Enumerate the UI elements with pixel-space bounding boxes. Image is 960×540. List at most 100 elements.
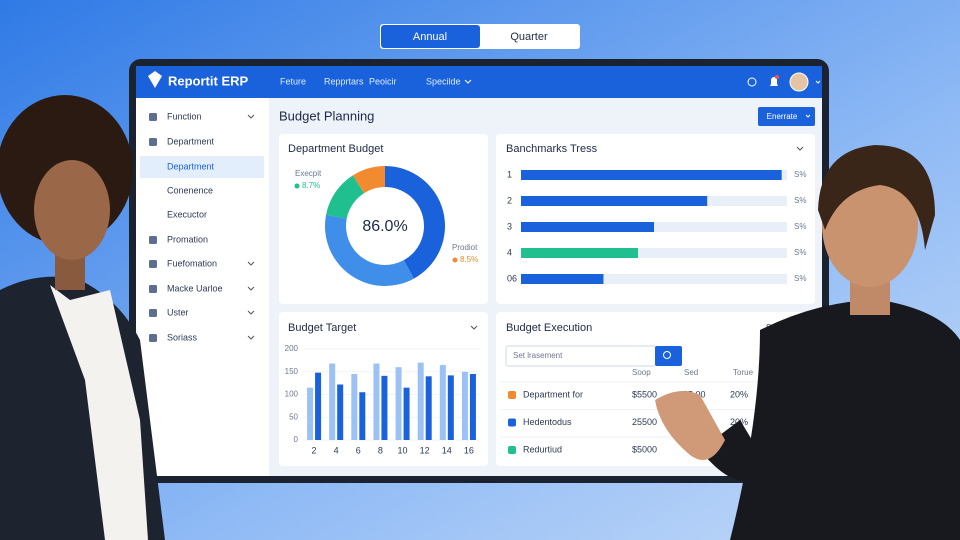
- bell-icon[interactable]: [770, 77, 778, 86]
- card-title: Budget Target: [288, 322, 356, 334]
- y-tick-label: 50: [289, 412, 298, 421]
- bar: [337, 384, 344, 440]
- bar: [403, 387, 410, 440]
- menu-icon: [149, 236, 157, 244]
- row-label: 4: [507, 247, 512, 257]
- bar: [315, 372, 322, 440]
- bar: [307, 387, 314, 440]
- bar: [447, 375, 454, 440]
- x-tick-label: 12: [420, 445, 430, 455]
- bar-track: [521, 248, 787, 258]
- person-left: [0, 95, 165, 540]
- x-tick-label: 10: [398, 445, 408, 455]
- legend-dot: [294, 183, 300, 189]
- menu-item[interactable]: Conenence: [167, 185, 213, 195]
- card-title: Department Budget: [288, 143, 383, 155]
- menu-icon: [149, 113, 157, 121]
- x-tick-label: 8: [378, 445, 383, 455]
- cell: $5000: [632, 444, 657, 454]
- cell: Hedentodus: [523, 417, 572, 427]
- x-tick-label: 4: [334, 445, 339, 455]
- legend-dot: [452, 257, 458, 263]
- cell: Redurtiud: [523, 444, 562, 454]
- bar: [417, 362, 424, 440]
- chevron: [796, 146, 804, 151]
- menu-icon: [149, 334, 157, 342]
- menu-item[interactable]: Execuctor: [167, 209, 207, 219]
- row-label: 2: [507, 195, 512, 205]
- row-label: 06: [507, 273, 517, 283]
- donut-segment: [325, 214, 414, 287]
- menu-item[interactable]: Uster: [167, 307, 189, 317]
- row-icon: [508, 391, 516, 399]
- button[interactable]: [758, 107, 815, 126]
- y-tick-label: 150: [285, 367, 299, 376]
- bar: [521, 274, 604, 284]
- menu-item[interactable]: Soriass: [167, 332, 198, 342]
- bar: [395, 367, 402, 440]
- search-button[interactable]: [655, 346, 682, 366]
- bar: [381, 375, 388, 440]
- cell: 20%: [730, 389, 748, 399]
- cell: Department for: [523, 389, 583, 399]
- nav-item[interactable]: Specilde: [426, 76, 461, 86]
- value-label: S%: [794, 274, 806, 283]
- bar: [521, 248, 639, 258]
- donut-segment: [326, 175, 365, 219]
- chevron: [464, 79, 472, 84]
- menu-item[interactable]: Function: [167, 111, 202, 121]
- chevron: [247, 286, 255, 291]
- legend-name: Prodiot: [452, 243, 478, 252]
- value-label: S%: [794, 222, 806, 231]
- y-tick-label: 100: [285, 390, 299, 399]
- toggle-option[interactable]: Annual: [413, 31, 447, 43]
- chevron: [247, 310, 255, 315]
- y-tick-label: 200: [285, 344, 299, 353]
- nav-item[interactable]: Repprtars: [324, 76, 364, 86]
- row-label: 3: [507, 221, 512, 231]
- card-title: Budget Execution: [506, 322, 592, 334]
- bar: [469, 374, 476, 440]
- search-placeholder: Set lrasement: [513, 351, 563, 360]
- bar-track: [521, 274, 787, 284]
- bar: [359, 392, 366, 440]
- value-label: S%: [794, 170, 806, 179]
- badge: [775, 75, 779, 79]
- button-label: Enerrate: [767, 112, 798, 121]
- x-tick-label: 14: [442, 445, 452, 455]
- cell: $5500: [632, 389, 657, 399]
- logo: [148, 71, 162, 88]
- y-tick-label: 0: [294, 435, 299, 444]
- top-bar: [136, 66, 822, 98]
- menu-item[interactable]: Fuefomation: [167, 258, 217, 268]
- page-title: Budget Planning: [279, 108, 374, 123]
- column-header: Sed: [684, 368, 698, 377]
- nav-item[interactable]: Peoicir: [369, 76, 397, 86]
- row-icon: [508, 446, 516, 454]
- legend-name: Execpit: [295, 169, 322, 178]
- row-label: 1: [507, 169, 512, 179]
- row-icon: [508, 418, 516, 427]
- bar: [351, 374, 358, 440]
- menu-icon: [149, 309, 157, 317]
- toggle-option[interactable]: Quarter: [510, 31, 548, 43]
- toggle-active: [381, 25, 480, 48]
- avatar[interactable]: [789, 72, 809, 92]
- nav-item[interactable]: Feture: [280, 76, 306, 86]
- bar: [439, 364, 446, 440]
- bar: [461, 371, 468, 440]
- search-icon[interactable]: [747, 77, 757, 87]
- menu-item[interactable]: Department: [167, 136, 215, 146]
- bar: [521, 196, 708, 206]
- x-tick-label: 16: [464, 445, 474, 455]
- value-label: S%: [794, 248, 806, 257]
- menu-item[interactable]: Macke Uarloe: [167, 283, 223, 293]
- chevron: [247, 261, 255, 266]
- bar: [521, 222, 654, 232]
- cell: 25500: [632, 417, 657, 427]
- menu-item[interactable]: Department: [167, 161, 215, 171]
- brand: Reportit ERP: [168, 73, 249, 88]
- person-right: [655, 145, 960, 540]
- menu-item[interactable]: Promation: [167, 234, 208, 244]
